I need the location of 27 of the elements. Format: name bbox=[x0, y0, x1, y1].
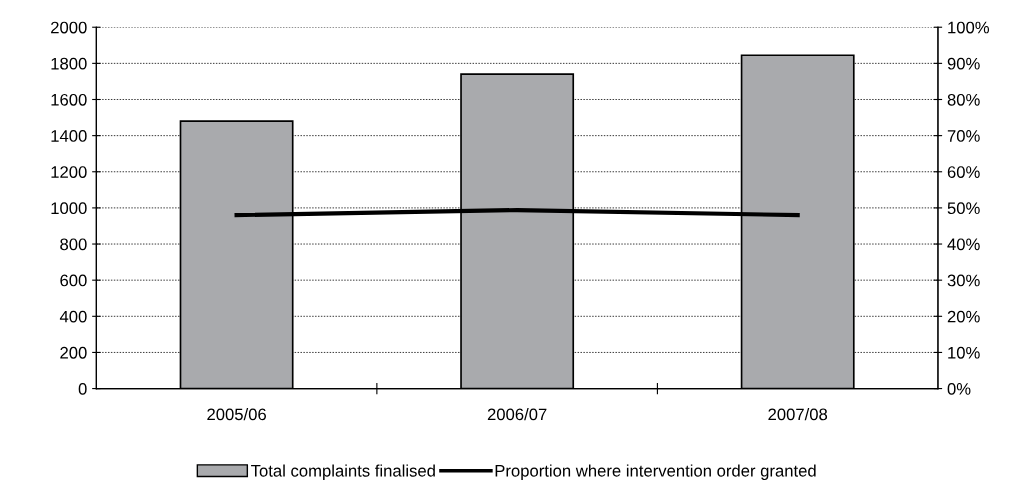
y2-tick-label: 40% bbox=[947, 238, 980, 251]
x-tick-label: 2007/08 bbox=[768, 408, 828, 421]
legend-label: Total complaints finalised bbox=[251, 464, 435, 480]
y-tick-label: 400 bbox=[59, 310, 87, 323]
y-tick-label: 1400 bbox=[51, 130, 87, 142]
y-tick-label: 0 bbox=[78, 382, 87, 395]
y-tick-label: 1200 bbox=[51, 166, 87, 178]
y-tick-label: 800 bbox=[60, 238, 87, 251]
x-tick-label: 2005/06 bbox=[207, 408, 266, 421]
y2-tick-label: 80% bbox=[947, 93, 980, 106]
y2-tick-label: 60% bbox=[947, 166, 980, 178]
y2-tick-label: 50% bbox=[947, 202, 980, 215]
legend-label: Proportion where intervention order granted bbox=[495, 464, 816, 480]
y-tick-label: 600 bbox=[60, 274, 87, 287]
y2-tick-label: 10% bbox=[948, 346, 980, 359]
y-tick-label: 1800 bbox=[51, 57, 87, 70]
y2-tick-label: 0% bbox=[947, 382, 971, 395]
y-tick-label: 200 bbox=[60, 346, 87, 359]
y2-tick-label: 100% bbox=[948, 21, 990, 34]
y2-tick-label: 70% bbox=[947, 130, 980, 142]
y-tick-label: 1600 bbox=[51, 93, 87, 106]
y2-tick-label: 90% bbox=[947, 57, 980, 70]
y2-tick-label: 20% bbox=[947, 310, 980, 323]
y-tick-label: 1000 bbox=[51, 202, 87, 215]
y2-tick-label: 30% bbox=[947, 274, 980, 287]
y-tick-label: 2000 bbox=[51, 21, 87, 34]
x-tick-label: 2006/07 bbox=[487, 408, 547, 421]
